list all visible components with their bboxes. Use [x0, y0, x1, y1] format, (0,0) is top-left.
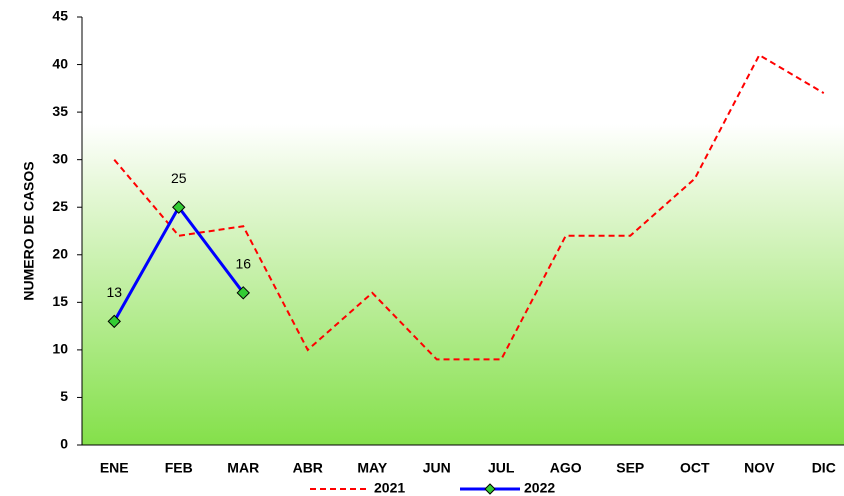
legend-label: 2022 [524, 480, 555, 496]
x-tick-label: FEB [165, 460, 193, 476]
y-tick-label: 45 [52, 8, 68, 24]
x-tick-label: NOV [744, 460, 775, 476]
y-tick-label: 25 [52, 198, 68, 214]
y-tick-label: 40 [52, 55, 68, 71]
y-tick-label: 30 [52, 150, 68, 166]
data-label: 13 [106, 284, 122, 300]
x-tick-label: DIC [812, 460, 836, 476]
x-tick-label: JUN [423, 460, 451, 476]
data-label: 16 [235, 256, 251, 272]
x-tick-label: MAR [227, 460, 259, 476]
x-tick-label: ENE [100, 460, 129, 476]
data-label: 25 [171, 170, 187, 186]
x-tick-label: MAY [357, 460, 387, 476]
y-axis-label: NUMERO DE CASOS [21, 161, 37, 300]
x-tick-label: AGO [550, 460, 582, 476]
y-tick-label: 0 [60, 436, 68, 452]
x-tick-label: JUL [488, 460, 515, 476]
y-tick-label: 15 [52, 293, 68, 309]
y-tick-label: 10 [52, 341, 68, 357]
x-tick-label: ABR [293, 460, 323, 476]
marker [172, 200, 186, 214]
series-line [113, 53, 825, 361]
y-tick-label: 5 [60, 388, 68, 404]
y-tick-label: 20 [52, 245, 68, 261]
marker [236, 286, 250, 300]
legend-marker [484, 483, 496, 495]
y-tick-label: 35 [52, 103, 68, 119]
x-tick-label: OCT [680, 460, 710, 476]
x-tick-label: SEP [616, 460, 644, 476]
legend-label: 2021 [374, 480, 405, 496]
marker [107, 314, 121, 329]
